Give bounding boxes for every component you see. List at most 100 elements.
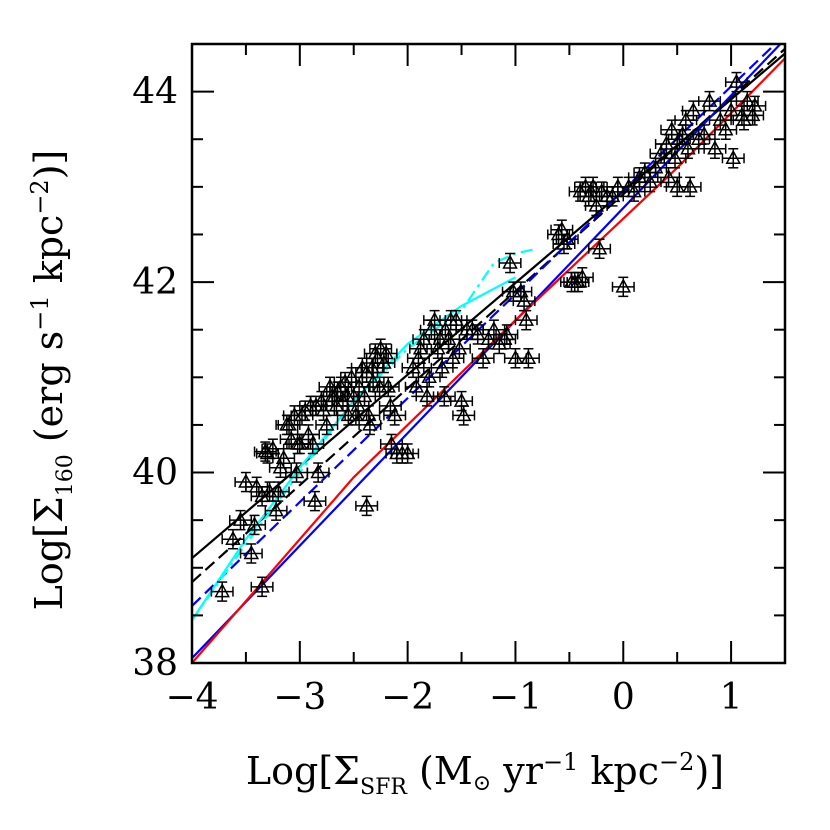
- triangle-marker: [712, 111, 729, 126]
- data-point: [674, 109, 698, 131]
- triangle-marker: [637, 163, 653, 179]
- data-point: [703, 138, 727, 160]
- x-label-mid: (M: [407, 749, 473, 793]
- y-tick-label: 40: [132, 453, 178, 494]
- data-point: [611, 276, 635, 298]
- triangle-marker: [246, 516, 263, 531]
- triangle-marker: [348, 406, 364, 422]
- triangle-marker: [685, 102, 702, 117]
- triangle-marker: [669, 178, 685, 193]
- data-point: [681, 100, 705, 121]
- data-point: [644, 157, 668, 179]
- triangle-marker: [437, 321, 454, 336]
- triangle-marker: [491, 335, 508, 350]
- x-tick-label: −3: [273, 677, 326, 718]
- triangle-marker: [419, 387, 435, 403]
- triangle-marker: [591, 240, 608, 255]
- triangle-marker: [421, 368, 437, 384]
- triangle-marker: [744, 106, 761, 122]
- triangle-marker: [382, 397, 399, 412]
- triangle-marker: [451, 340, 468, 355]
- triangle-marker: [232, 511, 249, 526]
- x-axis-label: Log[ΣSFR (M⊙ yr−1 kpc−2)]: [246, 748, 724, 800]
- data-point: [588, 238, 612, 260]
- triangle-marker: [690, 130, 707, 145]
- triangle-marker: [310, 463, 326, 479]
- triangle-marker: [604, 187, 621, 203]
- data-point: [697, 90, 722, 112]
- triangle-marker: [626, 183, 642, 198]
- triangle-marker: [747, 97, 763, 112]
- triangle-marker: [455, 406, 472, 422]
- data-point: [303, 490, 327, 512]
- y-tick-label: 42: [132, 262, 178, 303]
- data-point: [301, 433, 325, 455]
- triangle-marker: [475, 349, 491, 365]
- data-point: [724, 71, 749, 93]
- triangle-marker: [358, 497, 375, 512]
- triangle-marker: [513, 283, 529, 298]
- x-label-exp-a: −1: [543, 748, 578, 776]
- triangle-marker: [297, 402, 313, 417]
- x-tick-label: −2: [381, 677, 434, 718]
- triangle-marker: [292, 435, 308, 450]
- triangle-marker: [380, 378, 396, 393]
- triangle-marker: [288, 463, 305, 479]
- triangle-marker: [319, 416, 335, 431]
- data-point: [452, 405, 476, 426]
- triangle-marker: [502, 254, 518, 269]
- data-point: [352, 386, 377, 407]
- triangle-marker: [445, 349, 461, 365]
- triangle-marker: [516, 292, 532, 307]
- triangle-marker: [647, 159, 664, 174]
- data-point: [396, 443, 420, 464]
- x-label-unit-b: kpc: [578, 749, 659, 793]
- triangle-marker: [696, 125, 712, 141]
- data-point: [239, 543, 263, 564]
- triangle-marker: [725, 149, 742, 165]
- x-label-sun-symbol: ⊙: [473, 771, 491, 796]
- triangle-marker: [653, 144, 669, 160]
- triangle-marker: [701, 92, 718, 107]
- triangle-marker: [660, 168, 677, 184]
- triangle-marker: [268, 502, 284, 517]
- data-point: [471, 347, 495, 369]
- triangle-marker: [678, 111, 694, 126]
- data-point: [447, 338, 471, 360]
- data-point: [376, 376, 400, 398]
- triangle-marker: [376, 354, 392, 369]
- triangle-marker: [430, 340, 446, 355]
- series-line-0: [192, 52, 785, 560]
- data-point: [355, 495, 379, 517]
- triangle-marker: [270, 483, 287, 498]
- y-label-exp-b: −2: [26, 179, 54, 214]
- x-tick-label: −4: [165, 677, 218, 718]
- triangle-marker: [520, 349, 537, 365]
- data-point: [516, 347, 540, 369]
- triangle-marker: [371, 378, 388, 393]
- data-point: [228, 509, 253, 531]
- data-point: [383, 405, 407, 426]
- x-label-sub: SFR: [360, 775, 408, 800]
- triangle-marker: [378, 344, 394, 360]
- triangle-marker: [717, 121, 734, 136]
- triangle-marker: [574, 268, 591, 284]
- triangle-marker: [358, 363, 375, 379]
- y-label-sub: 160: [53, 454, 78, 496]
- triangle-marker: [259, 444, 276, 460]
- triangle-marker: [328, 397, 345, 412]
- triangle-marker: [642, 173, 658, 188]
- triangle-marker: [225, 530, 241, 545]
- data-point: [503, 347, 527, 369]
- y-label-exp-a: −1: [26, 295, 54, 330]
- data-point: [285, 462, 309, 483]
- triangle-marker: [436, 387, 453, 403]
- triangle-marker: [243, 544, 260, 560]
- x-tick-label: 1: [720, 677, 743, 718]
- data-point: [570, 267, 594, 288]
- data-point: [450, 390, 474, 412]
- data-point: [358, 414, 382, 436]
- x-label-prefix: Log[Σ: [246, 749, 360, 793]
- triangle-marker: [300, 425, 317, 441]
- data-point: [498, 252, 522, 274]
